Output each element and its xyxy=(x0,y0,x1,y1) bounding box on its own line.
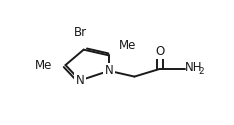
Text: N: N xyxy=(76,74,84,87)
Text: 2: 2 xyxy=(199,67,205,76)
Text: NH: NH xyxy=(185,61,203,74)
Text: N: N xyxy=(105,64,113,77)
Text: Me: Me xyxy=(35,58,52,71)
Text: O: O xyxy=(155,45,165,58)
Text: Br: Br xyxy=(73,26,87,39)
Text: Me: Me xyxy=(118,39,136,52)
